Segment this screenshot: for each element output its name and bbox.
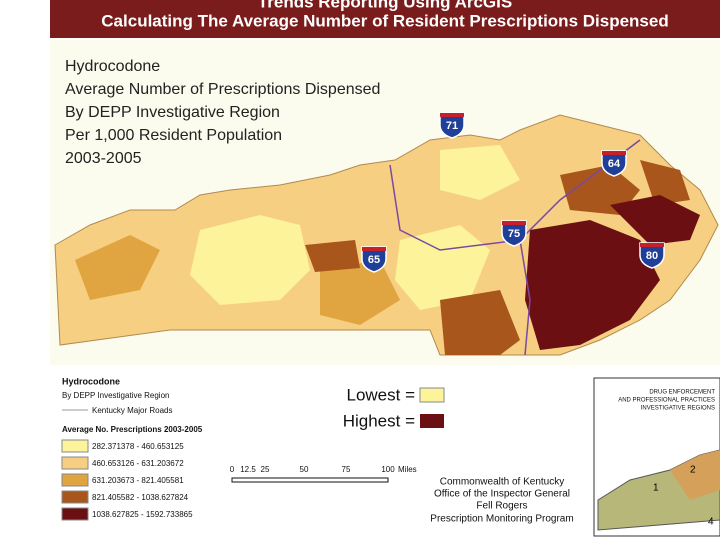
shield-icon <box>601 150 627 177</box>
scale-label: 25 <box>261 465 270 474</box>
bin-label: 631.203673 - 821.405581 <box>92 476 184 485</box>
legend-roads: Kentucky Major Roads <box>92 406 172 415</box>
bin-label: 460.653126 - 631.203672 <box>92 459 184 468</box>
scale-bar <box>231 477 389 483</box>
legend-title: Hydrocodone <box>62 376 120 386</box>
bin-label: 1038.627825 - 1592.733865 <box>92 510 193 519</box>
scale-label: 0 <box>230 465 235 474</box>
scale-label: 12.5 <box>240 465 256 474</box>
map-title-line: Per 1,000 Resident Population <box>65 127 282 144</box>
scale-label: 75 <box>342 465 351 474</box>
inset-region-label: 2 <box>690 465 696 476</box>
bin-swatch <box>61 490 89 504</box>
lowest-label: Lowest = <box>346 385 415 404</box>
shield-label: 65 <box>368 254 380 266</box>
bin-swatch <box>61 439 89 453</box>
legend-bins-title: Average No. Prescriptions 2003-2005 <box>62 425 203 434</box>
map-title-line: Hydrocodone <box>65 58 160 75</box>
region-high <box>305 240 360 272</box>
inset-region <box>670 450 720 500</box>
shield-label: 64 <box>608 158 621 170</box>
region-high <box>560 165 640 215</box>
scale-label: 100 <box>381 465 395 474</box>
region-highest <box>610 195 700 245</box>
map-title-line: By DEPP Investigative Region <box>65 104 280 121</box>
credit-line: Fell Rogers <box>476 501 527 512</box>
shield-icon <box>361 246 387 273</box>
credit-line: Commonwealth of Kentucky <box>440 477 565 488</box>
region-low <box>440 145 520 200</box>
shield-icon <box>639 242 665 269</box>
header-subtitle: Calculating The Average Number of Reside… <box>101 11 668 30</box>
region-boundary <box>389 164 531 356</box>
shield-label: 80 <box>646 250 658 262</box>
scale-label: 50 <box>300 465 309 474</box>
region-high <box>440 290 520 355</box>
inset-title: AND PROFESSIONAL PRACTICES <box>618 398 715 404</box>
scale-unit: Miles <box>398 465 417 474</box>
bin-label: 282.371378 - 460.653125 <box>92 442 184 451</box>
region-mid <box>75 235 160 300</box>
inset-region-label: 4 <box>708 517 714 528</box>
shield-icon <box>439 112 465 139</box>
bin-swatch <box>61 507 89 521</box>
bin-label: 821.405582 - 1038.627824 <box>92 493 189 502</box>
highest-label: Highest = <box>343 411 415 430</box>
bin-swatch <box>61 473 89 487</box>
shield-label: 75 <box>508 228 520 240</box>
map-title-line: Average Number of Prescriptions Dispense… <box>65 81 380 98</box>
credit-line: Prescription Monitoring Program <box>430 514 573 525</box>
header-band <box>50 0 720 38</box>
region-low <box>190 215 310 305</box>
legend-subtitle: By DEPP Investigative Region <box>62 391 169 400</box>
shield-top <box>640 243 664 247</box>
shield-top <box>362 247 386 251</box>
lowest-swatch <box>419 387 445 403</box>
shield-top <box>602 151 626 155</box>
bin-swatch <box>61 456 89 470</box>
credit-line: Office of the Inspector General <box>434 489 570 500</box>
shield-top <box>440 113 464 117</box>
shield-top <box>502 221 526 225</box>
shield-icon <box>501 220 527 247</box>
region-high <box>640 160 690 205</box>
inset-title: INVESTIGATIVE REGIONS <box>641 406 715 412</box>
header-title: Trends Reporting Using ArcGIS <box>258 0 512 11</box>
inset-region-label: 1 <box>653 483 659 494</box>
map-title-line: 2003-2005 <box>65 150 142 167</box>
region-mid <box>320 260 400 325</box>
shield-label: 71 <box>446 120 458 132</box>
inset-title: DRUG ENFORCEMENT <box>649 390 715 396</box>
region-highest <box>525 220 660 350</box>
highest-swatch <box>420 414 444 428</box>
